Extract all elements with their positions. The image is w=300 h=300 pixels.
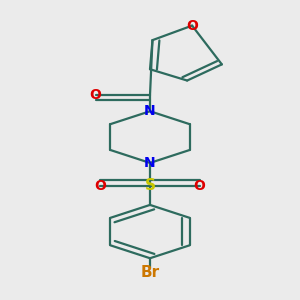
Text: O: O: [186, 19, 198, 33]
Text: Br: Br: [140, 265, 160, 280]
Text: O: O: [194, 178, 206, 193]
Text: O: O: [94, 178, 106, 193]
Text: O: O: [90, 88, 101, 102]
Text: S: S: [145, 178, 155, 193]
Text: N: N: [144, 104, 156, 118]
Text: N: N: [144, 156, 156, 170]
